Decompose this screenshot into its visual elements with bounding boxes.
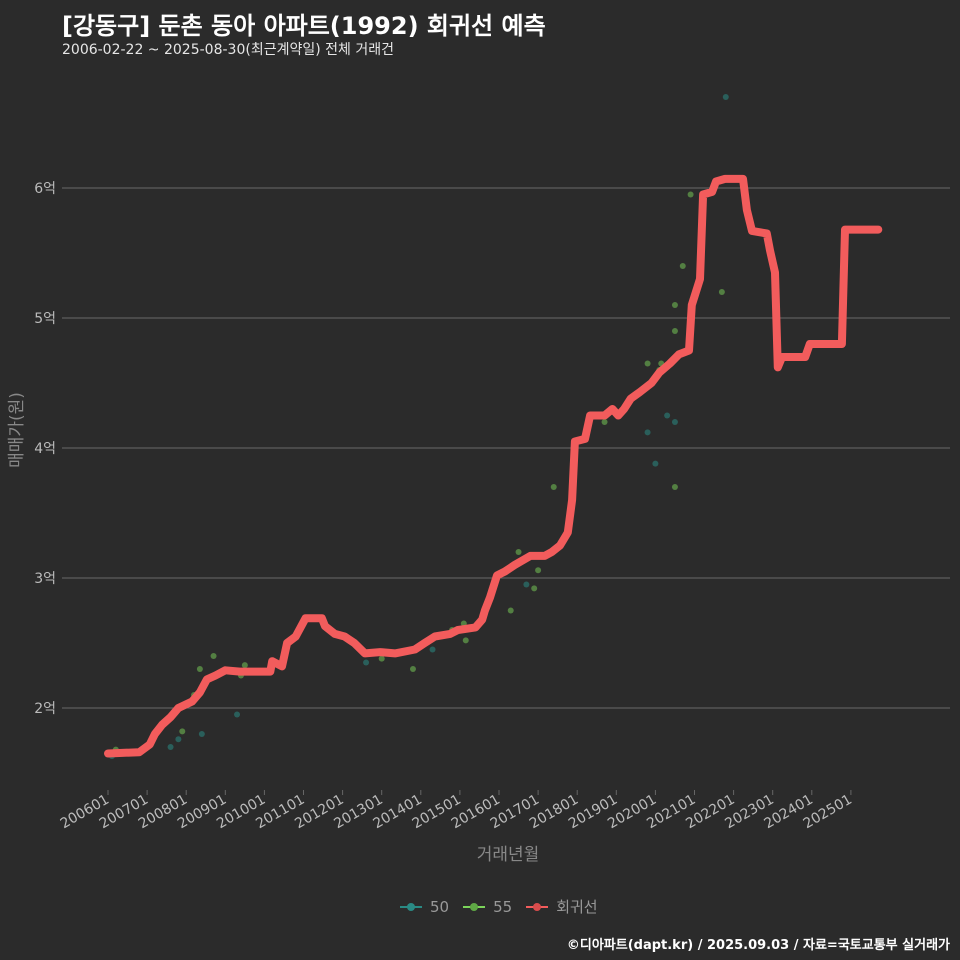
point-55	[179, 728, 186, 735]
point-50	[523, 581, 530, 588]
point-55	[531, 585, 538, 592]
legend-swatch-regression	[526, 900, 549, 914]
point-50	[175, 736, 182, 743]
legend-swatch-50	[400, 900, 422, 914]
y-tick-label: 4억	[34, 441, 56, 457]
chart-subtitle: 2006-02-22 ~ 2025-08-30(최근계약일) 전체 거래건	[62, 42, 394, 58]
point-55	[601, 419, 608, 425]
point-55	[535, 567, 542, 574]
y-axis-label: 매매가(원)	[7, 392, 27, 468]
point-50	[664, 412, 671, 419]
legend-swatch-55	[463, 900, 486, 914]
point-50	[198, 731, 205, 737]
source-caption: ©디아파트(dapt.kr) / 2025.09.03 / 자료=국토교통부 실…	[566, 938, 950, 953]
y-tick-label: 2억	[34, 701, 56, 717]
point-55	[671, 328, 678, 334]
point-50	[429, 646, 436, 653]
point-50	[234, 711, 241, 718]
point-55	[241, 662, 248, 669]
point-50	[722, 94, 729, 100]
y-tick-label: 3억	[34, 571, 56, 587]
point-55	[409, 666, 416, 672]
point-55	[378, 655, 385, 662]
point-55	[550, 484, 557, 490]
point-55	[196, 666, 203, 672]
point-55	[679, 263, 686, 269]
point-50	[652, 460, 659, 467]
point-55	[644, 360, 651, 367]
point-55	[462, 637, 469, 644]
chart-title: [강동구] 둔촌 동아 아파트(1992) 회귀선 예측	[62, 12, 546, 40]
point-55	[671, 302, 678, 308]
point-55	[671, 484, 678, 490]
legend-item-regression: 회귀선	[526, 896, 598, 917]
point-50	[671, 419, 678, 425]
point-55	[507, 607, 514, 614]
point-50	[363, 659, 370, 666]
point-50	[644, 429, 651, 436]
y-tick-label: 6억	[34, 181, 56, 197]
point-55	[718, 289, 725, 295]
legend: 50 55 회귀선	[400, 896, 598, 917]
point-55	[210, 653, 217, 659]
y-tick-label: 5억	[34, 311, 56, 327]
point-55	[515, 549, 522, 555]
x-axis-label: 거래년월	[477, 845, 540, 865]
point-50	[167, 744, 174, 750]
regression-line	[104, 174, 883, 758]
point-55	[687, 191, 694, 198]
legend-item-55: 55	[463, 898, 512, 916]
legend-item-50: 50	[400, 898, 449, 916]
